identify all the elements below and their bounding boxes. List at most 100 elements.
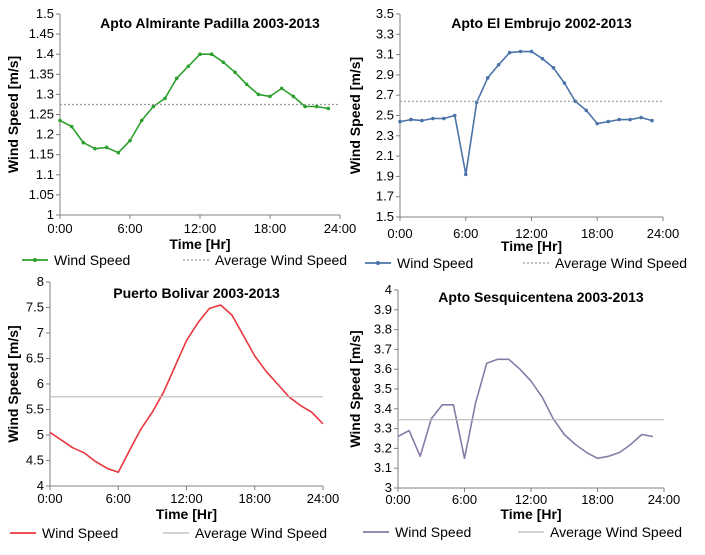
y-tick-label: 3.6 (374, 361, 392, 376)
chart-panel-2: 1.5 1.7 1.9 2.1 2.3 2.5 2.7 2.9 3.1 3.3 3.5 0:00 6:0… (347, 6, 687, 271)
wind-speed-point (496, 62, 501, 67)
wind-speed-point (163, 96, 167, 101)
legend-label: Average Wind Speed (550, 524, 682, 540)
wind-speed-point (409, 117, 413, 122)
x-tick-label: 18:00 (238, 491, 271, 506)
y-tick-label: 3.1 (374, 460, 392, 475)
chart-panel-3: 4 4.5 5 5.5 6 6.5 7 7.5 8 0:00 6:00 12:00 18:00 24:00… (5, 274, 339, 541)
y-tick-label: 2.7 (376, 87, 394, 102)
y-axis-label: Wind Speed [m/s] (5, 325, 21, 442)
y-tick-label: 7 (37, 325, 44, 340)
wind-speed-point (314, 104, 319, 109)
legend-label: Wind Speed (42, 525, 118, 541)
wind-speed-point (628, 117, 632, 122)
wind-speed-point (639, 115, 643, 120)
y-tick-label: 6 (37, 376, 44, 391)
chart-panel-1: 1 1.05 1.1 1.15 1.2 1.25 1.3 1.35 1.4 1.45 1.5 0:00… (5, 6, 356, 268)
wind-speed-point (398, 119, 402, 124)
wind-speed-line (49, 304, 324, 474)
legend-label: Wind Speed (397, 255, 473, 271)
x-tick-label: 6:00 (117, 221, 142, 236)
x-tick-label: 24:00 (324, 221, 357, 236)
y-tick-label: 3.3 (376, 26, 394, 41)
wind-speed-point (606, 119, 611, 124)
wind-speed-point (104, 145, 109, 150)
y-tick-label: 1.25 (29, 107, 54, 122)
y-tick-label: 1.2 (36, 127, 54, 142)
wind-speed-point (174, 76, 179, 81)
x-tick-label: 6:00 (106, 491, 131, 506)
x-tick-label: 0:00 (37, 491, 62, 506)
y-tick-label: 2.1 (376, 148, 394, 163)
wind-speed-point (562, 81, 567, 85)
wind-speed-point (268, 94, 272, 99)
y-tick-label: 3.7 (374, 341, 392, 356)
chart-panel-4: 3 3.1 3.2 3.3 3.4 3.5 3.6 3.7 3.8 3.9 4 0:00 6:00 12:… (347, 282, 682, 540)
y-tick-label: 3.3 (374, 421, 392, 436)
y-tick-label: 3.5 (374, 381, 392, 396)
x-tick-label: 12:00 (515, 492, 548, 507)
y-axis-label: Wind Speed [m/s] (5, 56, 21, 173)
y-tick-label: 1.05 (29, 187, 54, 202)
legend-label: Average Wind Speed (215, 252, 347, 268)
y-tick-label: 1.35 (29, 66, 54, 81)
wind-speed-point (326, 106, 331, 111)
legend-marker (376, 261, 380, 265)
y-tick-label: 3 (385, 480, 392, 495)
wind-speed-point (81, 140, 86, 145)
x-axis-label: Time [Hr] (500, 506, 561, 522)
legend-label: Wind Speed (395, 524, 471, 540)
y-tick-label: 2.3 (376, 128, 394, 143)
wind-speed-point (584, 108, 589, 113)
wind-speed-point (650, 118, 654, 123)
y-tick-label: 2.5 (376, 108, 394, 123)
wind-speed-point (128, 138, 132, 143)
y-tick-label: 7.5 (26, 300, 44, 315)
y-tick-label: 3.2 (374, 440, 392, 455)
wind-speed-point (209, 52, 214, 56)
x-axis-label: Time [Hr] (501, 238, 562, 254)
wind-speed-point (485, 76, 490, 80)
legend-label: Average Wind Speed (195, 525, 327, 541)
wind-speed-point (291, 94, 296, 99)
y-tick-label: 3.8 (374, 322, 392, 337)
wind-speed-point (244, 82, 249, 87)
wind-speed-line (399, 50, 653, 176)
chart-title: Puerto Bolivar 2003-2013 (113, 285, 280, 301)
y-tick-label: 3.4 (374, 401, 392, 416)
legend-label: Wind Speed (54, 252, 130, 268)
x-tick-label: 0:00 (47, 221, 72, 236)
wind-speed-point (303, 104, 307, 109)
x-tick-label: 6:00 (453, 226, 478, 241)
x-tick-label: 18:00 (581, 492, 614, 507)
wind-speed-point (151, 104, 156, 109)
x-tick-label: 12:00 (184, 221, 217, 236)
wind-speed-point (452, 113, 457, 118)
y-tick-label: 3.5 (376, 6, 394, 21)
y-tick-label: 1 (47, 207, 54, 222)
y-tick-label: 1.45 (29, 26, 54, 41)
y-tick-label: 1.9 (376, 168, 394, 183)
wind-speed-point (233, 70, 237, 75)
y-tick-label: 6.5 (26, 351, 44, 366)
x-tick-label: 24:00 (647, 226, 680, 241)
y-tick-label: 1.3 (36, 86, 54, 101)
y-tick-label: 1.7 (376, 189, 394, 204)
y-tick-label: 3.9 (374, 302, 392, 317)
y-tick-label: 1.4 (36, 46, 54, 61)
wind-speed-point (198, 52, 202, 56)
x-tick-label: 24:00 (307, 491, 340, 506)
chart-title: Apto Sesquicentena 2003-2013 (438, 289, 644, 305)
wind-speed-point (279, 86, 284, 91)
y-tick-label: 1.15 (29, 147, 54, 162)
wind-speed-point (58, 118, 62, 123)
wind-speed-point (573, 99, 578, 104)
y-tick-label: 1.5 (36, 6, 54, 21)
y-tick-label: 4 (385, 282, 392, 297)
wind-speed-point (540, 56, 545, 61)
x-tick-label: 12:00 (170, 491, 203, 506)
wind-speed-point (93, 146, 97, 151)
x-tick-label: 24:00 (648, 492, 681, 507)
